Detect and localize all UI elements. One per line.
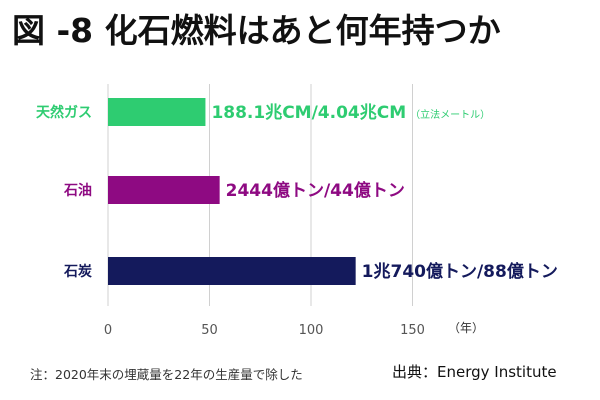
category-label: 天然ガス: [36, 104, 92, 121]
category-label: 石油: [63, 182, 92, 199]
value-label: 1兆740億トン/88億トン: [362, 261, 558, 282]
category-label: 石炭: [63, 263, 92, 280]
x-tick-label: 50: [201, 323, 218, 338]
source-credit: 出典：Energy Institute: [392, 363, 557, 381]
chart-title: 図 -8 化石燃料はあと何年持つか: [12, 11, 501, 50]
x-axis-unit: （年）: [448, 321, 484, 335]
footnote: 注：2020年末の埋蔵量を22年の生産量で除した: [30, 367, 303, 382]
bar-1: [108, 176, 220, 204]
value-label: 2444億トン/44億トン: [226, 180, 405, 201]
x-tick-label: 150: [400, 323, 425, 338]
value-label: 188.1兆CM/4.04兆CM （立法メートル）: [211, 103, 490, 123]
x-tick-label: 0: [104, 323, 112, 338]
x-tick-label: 100: [299, 323, 324, 338]
bar-2: [108, 257, 356, 285]
bar-0: [108, 98, 206, 126]
